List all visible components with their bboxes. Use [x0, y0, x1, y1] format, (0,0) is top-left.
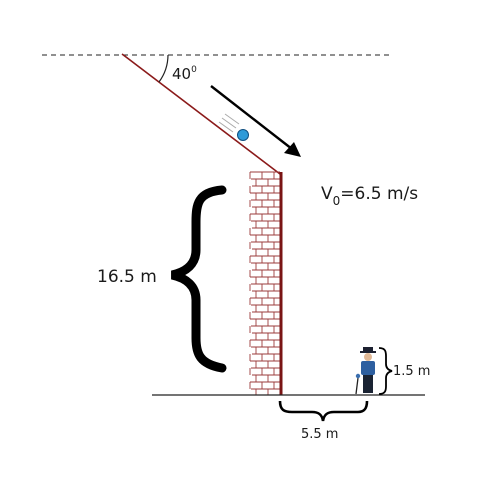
- person-cane: [355, 377, 359, 395]
- velocity-arrow: [210, 85, 293, 150]
- person-head: [364, 353, 372, 361]
- height-brace: [170, 185, 227, 373]
- brick-wall: [249, 171, 280, 395]
- person-legs: [363, 375, 373, 393]
- person-coat: [361, 361, 375, 375]
- person-figure: [355, 347, 376, 395]
- roof-incline: [121, 53, 281, 175]
- distance-label: 5.5 m: [301, 427, 338, 442]
- person-hat: [363, 347, 373, 352]
- velocity-arrowhead: [284, 142, 301, 157]
- ball: [218, 113, 249, 141]
- person-height-brace: [378, 347, 393, 395]
- wall-height-label: 16.5 m: [97, 267, 157, 287]
- angle-arc: [158, 54, 169, 83]
- angle-label: 400: [172, 65, 197, 83]
- person-height-label: 1.5 m: [393, 364, 430, 379]
- velocity-label: V0=6.5 m/s: [321, 184, 418, 208]
- distance-brace: [278, 400, 369, 422]
- ball-icon: [237, 129, 249, 141]
